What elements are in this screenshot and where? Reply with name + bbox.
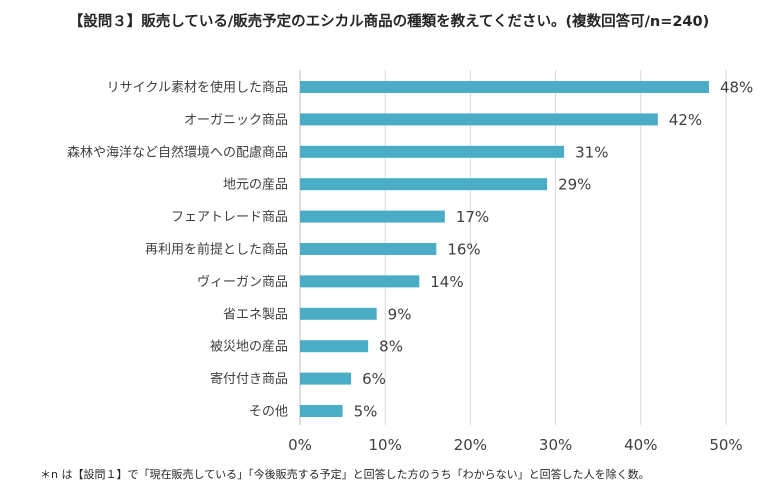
category-label: 再利用を前提とした商品 bbox=[145, 242, 288, 258]
bar bbox=[300, 340, 369, 353]
data-label: 5% bbox=[354, 403, 378, 421]
x-tick-label: 20% bbox=[454, 436, 487, 454]
x-axis-ticks: 0% 10% 20% 30% 40% 50% bbox=[288, 436, 743, 454]
bar bbox=[300, 243, 437, 255]
bar bbox=[300, 145, 565, 158]
data-label: 31% bbox=[575, 143, 608, 161]
x-tick-label: 10% bbox=[369, 436, 402, 454]
category-label: その他 bbox=[249, 405, 288, 420]
bar bbox=[300, 81, 709, 93]
data-label: 14% bbox=[430, 273, 463, 291]
data-label: 17% bbox=[456, 208, 489, 226]
category-label: オーガニック商品 bbox=[184, 113, 288, 128]
x-tick-label: 40% bbox=[624, 436, 657, 454]
x-tick-label: 50% bbox=[709, 436, 742, 454]
bars bbox=[300, 81, 709, 417]
category-label: 被災地の産品 bbox=[210, 339, 288, 355]
data-label: 42% bbox=[669, 111, 702, 129]
category-labels: リサイクル素材を使用した商品オーガニック商品森林や海洋など自然環境への配慮商品地… bbox=[67, 80, 288, 420]
data-label: 29% bbox=[558, 176, 591, 194]
category-label: リサイクル素材を使用した商品 bbox=[107, 80, 288, 96]
category-label: 省エネ製品 bbox=[223, 307, 288, 322]
bar bbox=[300, 405, 343, 417]
data-label: 6% bbox=[362, 370, 386, 388]
category-label: 地元の産品 bbox=[223, 177, 288, 193]
category-label: フェアトレード商品 bbox=[171, 210, 288, 225]
data-label: 8% bbox=[379, 338, 403, 356]
category-label: 森林や海洋など自然環境への配慮商品 bbox=[67, 144, 288, 160]
data-label: 48% bbox=[720, 79, 753, 97]
category-label: 寄付付き商品 bbox=[210, 371, 288, 387]
x-tick-label: 0% bbox=[288, 436, 312, 454]
bar bbox=[300, 307, 377, 320]
data-label: 16% bbox=[447, 241, 480, 259]
value-labels: 48% 42% 31% 29% 17% 16% 14% 9% 8% 6% 5% bbox=[354, 79, 754, 421]
bar bbox=[300, 210, 445, 223]
category-label: ヴィーガン商品 bbox=[197, 274, 288, 290]
data-label: 9% bbox=[388, 305, 412, 323]
bar bbox=[300, 372, 352, 385]
bar bbox=[300, 178, 548, 191]
bar bbox=[300, 113, 658, 126]
bar bbox=[300, 275, 420, 288]
x-tick-label: 30% bbox=[539, 436, 572, 454]
footnote: ＊n は【設問１】で「現在販売している」「今後販売する予定」と回答した方のうち「… bbox=[40, 468, 650, 481]
chart-title: 【設問３】販売している/販売予定のエシカル商品の種類を教えてください。(複数回答… bbox=[68, 14, 710, 30]
